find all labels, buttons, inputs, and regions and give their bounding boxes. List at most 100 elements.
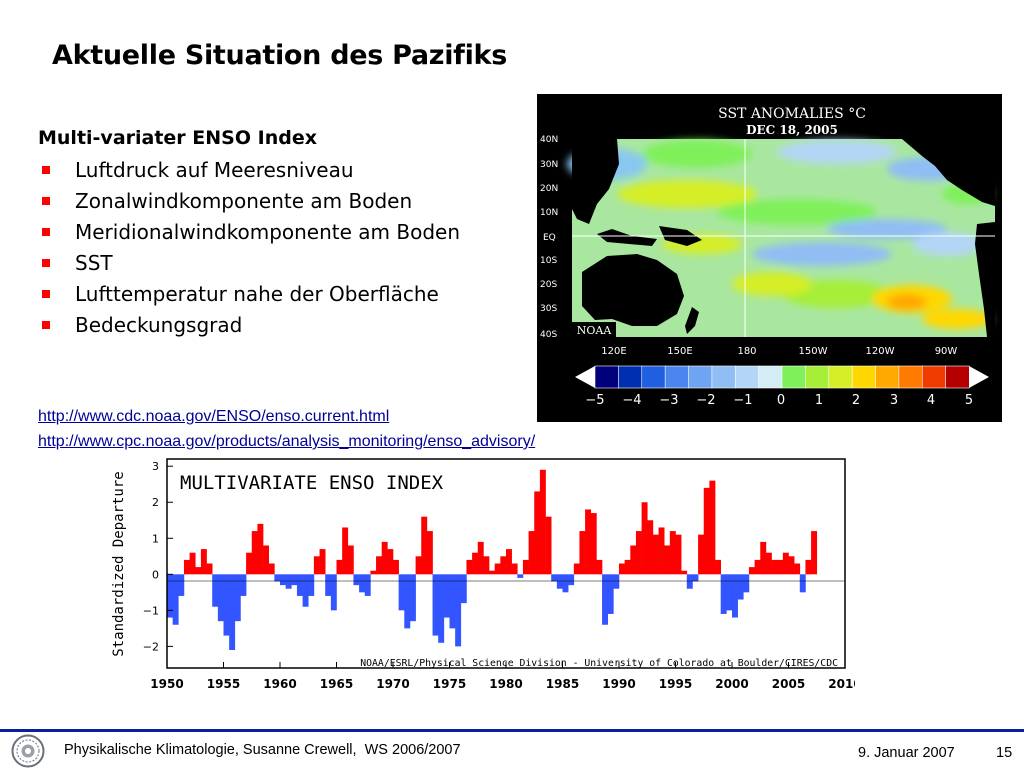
mei-bar (602, 574, 608, 625)
mei-bar (624, 559, 631, 575)
mei-series (167, 469, 818, 650)
mei-bar (387, 549, 394, 575)
mei-bar (167, 574, 173, 618)
lat-label: 10N (540, 208, 558, 218)
mei-bar (404, 574, 411, 629)
mei-bar (364, 574, 371, 596)
mei-bar (183, 559, 190, 575)
lat-label: 20S (540, 280, 557, 290)
bullet-item: Lufttemperatur nahe der Oberfläche (38, 279, 460, 310)
mei-bar (590, 513, 597, 575)
mei-bar (715, 559, 721, 575)
link-enso-advisory[interactable]: http://www.cpc.noaa.gov/products/analysi… (38, 433, 536, 450)
bullet-item: Zonalwindkomponente am Boden (38, 186, 460, 217)
y-axis-label: Standardized Departure (111, 471, 127, 656)
lon-label: 120W (866, 346, 895, 357)
mei-bar (257, 523, 264, 575)
mei-bar (347, 545, 354, 575)
mei-bar (748, 567, 755, 575)
mei-bar (217, 574, 224, 622)
page-title: Aktuelle Situation des Pazifiks (52, 40, 507, 71)
mei-bar (381, 541, 388, 575)
mei-bar (652, 534, 659, 575)
map-title: SST ANOMALIES °C (718, 106, 866, 122)
page-number: 15 (996, 745, 1013, 761)
footer-rule (0, 729, 1024, 732)
x-tick-label: 1960 (263, 677, 296, 691)
chart-credit: NOAA/ESRL/Physical Science Division - Un… (360, 658, 838, 669)
mei-bar (426, 531, 433, 575)
mei-bar (206, 563, 213, 575)
mei-bar (415, 556, 422, 575)
mei-bar (359, 574, 366, 593)
mei-bar (777, 559, 784, 575)
colorbar-swatch (641, 365, 666, 389)
mei-bar (647, 520, 654, 575)
mei-bar (449, 574, 456, 629)
mei-bar (376, 556, 382, 575)
mei-bar (692, 574, 699, 582)
mei-bar (251, 531, 258, 575)
bullet-square-icon (42, 228, 50, 236)
y-tick-label: 0 (152, 568, 159, 581)
mei-bar (568, 574, 575, 586)
lat-label: EQ (543, 233, 556, 243)
section-heading: Multi-variater ENSO Index (38, 127, 317, 149)
mei-bar (596, 559, 603, 575)
lat-label: 20N (540, 184, 558, 194)
bullet-item: Bedeckungsgrad (38, 310, 460, 341)
x-tick-label: 1980 (489, 677, 522, 691)
colorbar-tick: 2 (852, 393, 860, 408)
mei-bar (336, 559, 343, 575)
mei-bar (483, 556, 490, 575)
colorbar-tick: 3 (890, 393, 898, 408)
colorbar-tick: 0 (777, 393, 785, 408)
colorbar-swatch (781, 365, 806, 389)
mei-bar (296, 574, 303, 596)
colorbar-swatch (945, 365, 970, 389)
bullet-item: SST (38, 248, 460, 279)
x-tick-label: 1990 (602, 677, 635, 691)
mei-bar (268, 563, 275, 575)
colorbar-swatch (664, 365, 690, 389)
mei-bar (675, 534, 682, 575)
mei-bar (330, 574, 337, 611)
mei-bar (438, 574, 445, 643)
north-america-landmass (902, 139, 995, 206)
colorbar-swatch (828, 365, 853, 389)
mei-bar (274, 574, 281, 582)
mei-bar (229, 574, 236, 650)
mei-bar (325, 574, 332, 596)
mei-bar (641, 502, 648, 575)
colorbar-swatch (688, 365, 713, 389)
mei-bar (240, 574, 247, 596)
x-tick-label: 1995 (659, 677, 692, 691)
colorbar-swatch (805, 365, 830, 389)
mei-bar (686, 574, 693, 589)
x-tick-label: 1955 (207, 677, 240, 691)
bullet-text: Meridionalwindkomponente am Boden (75, 220, 461, 244)
mei-bar (760, 541, 767, 575)
bullet-text: Lufttemperatur nahe der Oberfläche (75, 282, 439, 306)
mei-bar (246, 552, 253, 575)
mei-bar (308, 574, 315, 596)
y-tick-label: 2 (152, 496, 159, 509)
mei-bar (765, 552, 772, 575)
lat-label: 10S (540, 256, 557, 266)
mei-bar (353, 574, 360, 586)
bullet-text: SST (75, 251, 113, 275)
mei-bar (782, 552, 789, 575)
mei-bar (223, 574, 230, 636)
mei-bar (466, 559, 473, 575)
indonesia-landmass (597, 229, 657, 246)
link-enso-current[interactable]: http://www.cdc.noaa.gov/ENSO/enso.curren… (38, 408, 390, 425)
mei-bar (709, 480, 716, 575)
mei-bar (619, 563, 625, 575)
colorbar-swatch (594, 365, 619, 389)
mei-bar (172, 574, 179, 625)
colorbar-tick: 1 (815, 393, 823, 408)
noaa-label-box (572, 322, 616, 337)
x-tick-label: 1975 (433, 677, 466, 691)
bullet-square-icon (42, 321, 50, 329)
mei-bar (432, 574, 439, 636)
